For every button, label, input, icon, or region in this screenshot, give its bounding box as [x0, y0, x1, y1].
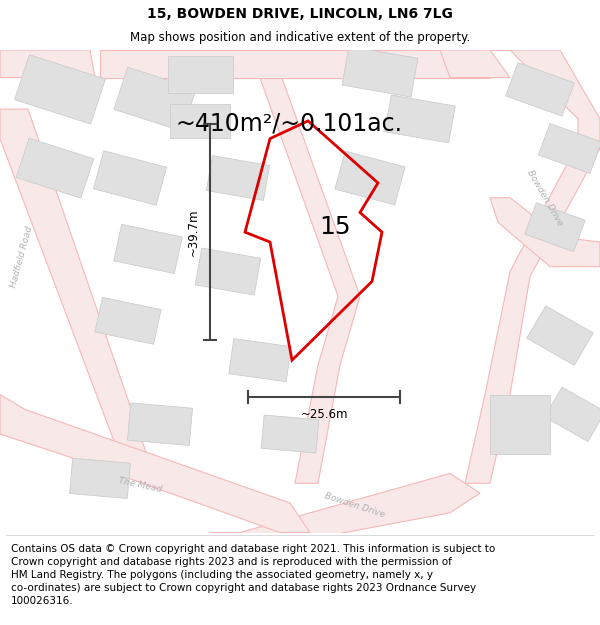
Text: Bowden Drive: Bowden Drive	[324, 491, 386, 519]
Polygon shape	[114, 68, 196, 131]
Text: Map shows position and indicative extent of the property.: Map shows position and indicative extent…	[130, 31, 470, 44]
Polygon shape	[261, 415, 319, 453]
Text: ~39.7m: ~39.7m	[187, 208, 200, 256]
Polygon shape	[342, 46, 418, 97]
Polygon shape	[16, 138, 94, 198]
Polygon shape	[245, 50, 360, 483]
Polygon shape	[0, 109, 155, 478]
Polygon shape	[95, 298, 161, 344]
Polygon shape	[506, 62, 574, 116]
Polygon shape	[335, 151, 405, 205]
Text: Bowden Drive: Bowden Drive	[526, 168, 565, 227]
Text: Contains OS data © Crown copyright and database right 2021. This information is : Contains OS data © Crown copyright and d…	[11, 544, 495, 606]
Polygon shape	[167, 56, 233, 93]
Polygon shape	[538, 124, 600, 174]
Polygon shape	[170, 104, 230, 138]
Polygon shape	[0, 50, 95, 78]
Text: ~410m²/~0.101ac.: ~410m²/~0.101ac.	[175, 112, 402, 136]
Polygon shape	[94, 151, 167, 206]
Polygon shape	[465, 50, 600, 483]
Text: 15, BOWDEN DRIVE, LINCOLN, LN6 7LG: 15, BOWDEN DRIVE, LINCOLN, LN6 7LG	[147, 7, 453, 21]
Polygon shape	[229, 339, 291, 382]
Polygon shape	[195, 248, 261, 295]
Polygon shape	[100, 50, 490, 78]
Polygon shape	[527, 306, 593, 365]
Polygon shape	[0, 394, 310, 532]
Polygon shape	[545, 387, 600, 442]
Text: The Mead: The Mead	[118, 476, 163, 494]
Polygon shape	[440, 50, 510, 78]
Polygon shape	[490, 394, 550, 454]
Text: Hadfield Road: Hadfield Road	[10, 225, 35, 289]
Polygon shape	[70, 458, 130, 499]
Text: ~25.6m: ~25.6m	[300, 408, 348, 421]
Polygon shape	[525, 202, 585, 252]
Polygon shape	[114, 224, 182, 274]
Polygon shape	[200, 473, 480, 552]
Polygon shape	[206, 156, 269, 201]
Polygon shape	[14, 55, 106, 124]
Polygon shape	[385, 95, 455, 143]
Polygon shape	[127, 403, 193, 446]
Polygon shape	[490, 198, 600, 267]
Text: 15: 15	[319, 215, 351, 239]
